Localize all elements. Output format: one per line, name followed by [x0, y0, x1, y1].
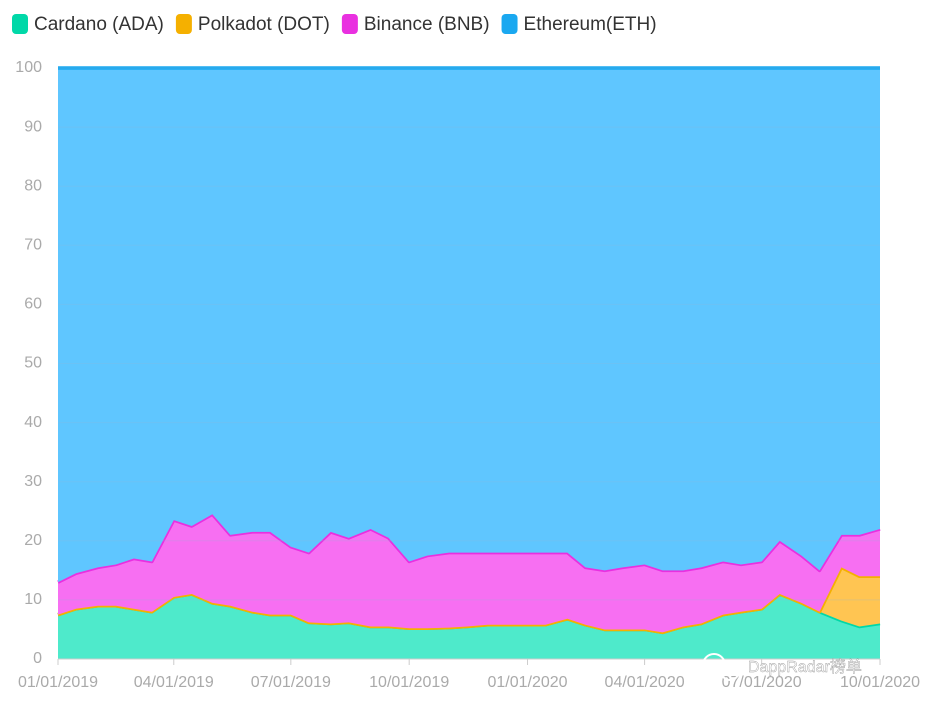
x-tick-label: 04/01/2020	[605, 674, 685, 691]
watermark-icon	[702, 653, 726, 677]
legend-swatch	[175, 14, 192, 34]
y-tick-label: 90	[24, 118, 42, 135]
y-tick-label: 20	[24, 532, 42, 549]
legend-swatch	[501, 14, 518, 34]
legend-label: Polkadot (DOT)	[198, 14, 330, 35]
x-tick-label: 01/01/2019	[18, 674, 98, 691]
watermark-icon	[720, 661, 740, 681]
y-tick-label: 80	[24, 177, 42, 194]
y-tick-label: 30	[24, 473, 42, 490]
x-tick-label: 10/01/2020	[840, 674, 920, 691]
legend-label: Binance (BNB)	[364, 14, 490, 35]
x-tick-label: 01/01/2020	[487, 674, 567, 691]
y-tick-label: 40	[24, 414, 42, 431]
y-tick-label: 70	[24, 237, 42, 254]
legend-label: Ethereum(ETH)	[524, 14, 657, 35]
x-tick-label: 10/01/2019	[369, 674, 449, 691]
y-tick-label: 100	[15, 59, 42, 76]
area	[58, 68, 880, 583]
y-tick-label: 0	[33, 650, 42, 667]
x-tick-label: 07/01/2020	[722, 674, 802, 691]
watermark: DappRadar榜单	[748, 658, 862, 676]
area	[58, 514, 880, 633]
y-tick-label: 60	[24, 296, 42, 313]
legend-swatch	[12, 14, 28, 34]
y-tick-label: 50	[24, 355, 42, 372]
x-tick-label: 07/01/2019	[251, 674, 331, 691]
y-tick-label: 10	[24, 591, 42, 608]
legend-label: Cardano (ADA)	[34, 14, 164, 35]
legend-swatch	[341, 14, 358, 34]
x-tick-label: 04/01/2019	[134, 674, 214, 691]
